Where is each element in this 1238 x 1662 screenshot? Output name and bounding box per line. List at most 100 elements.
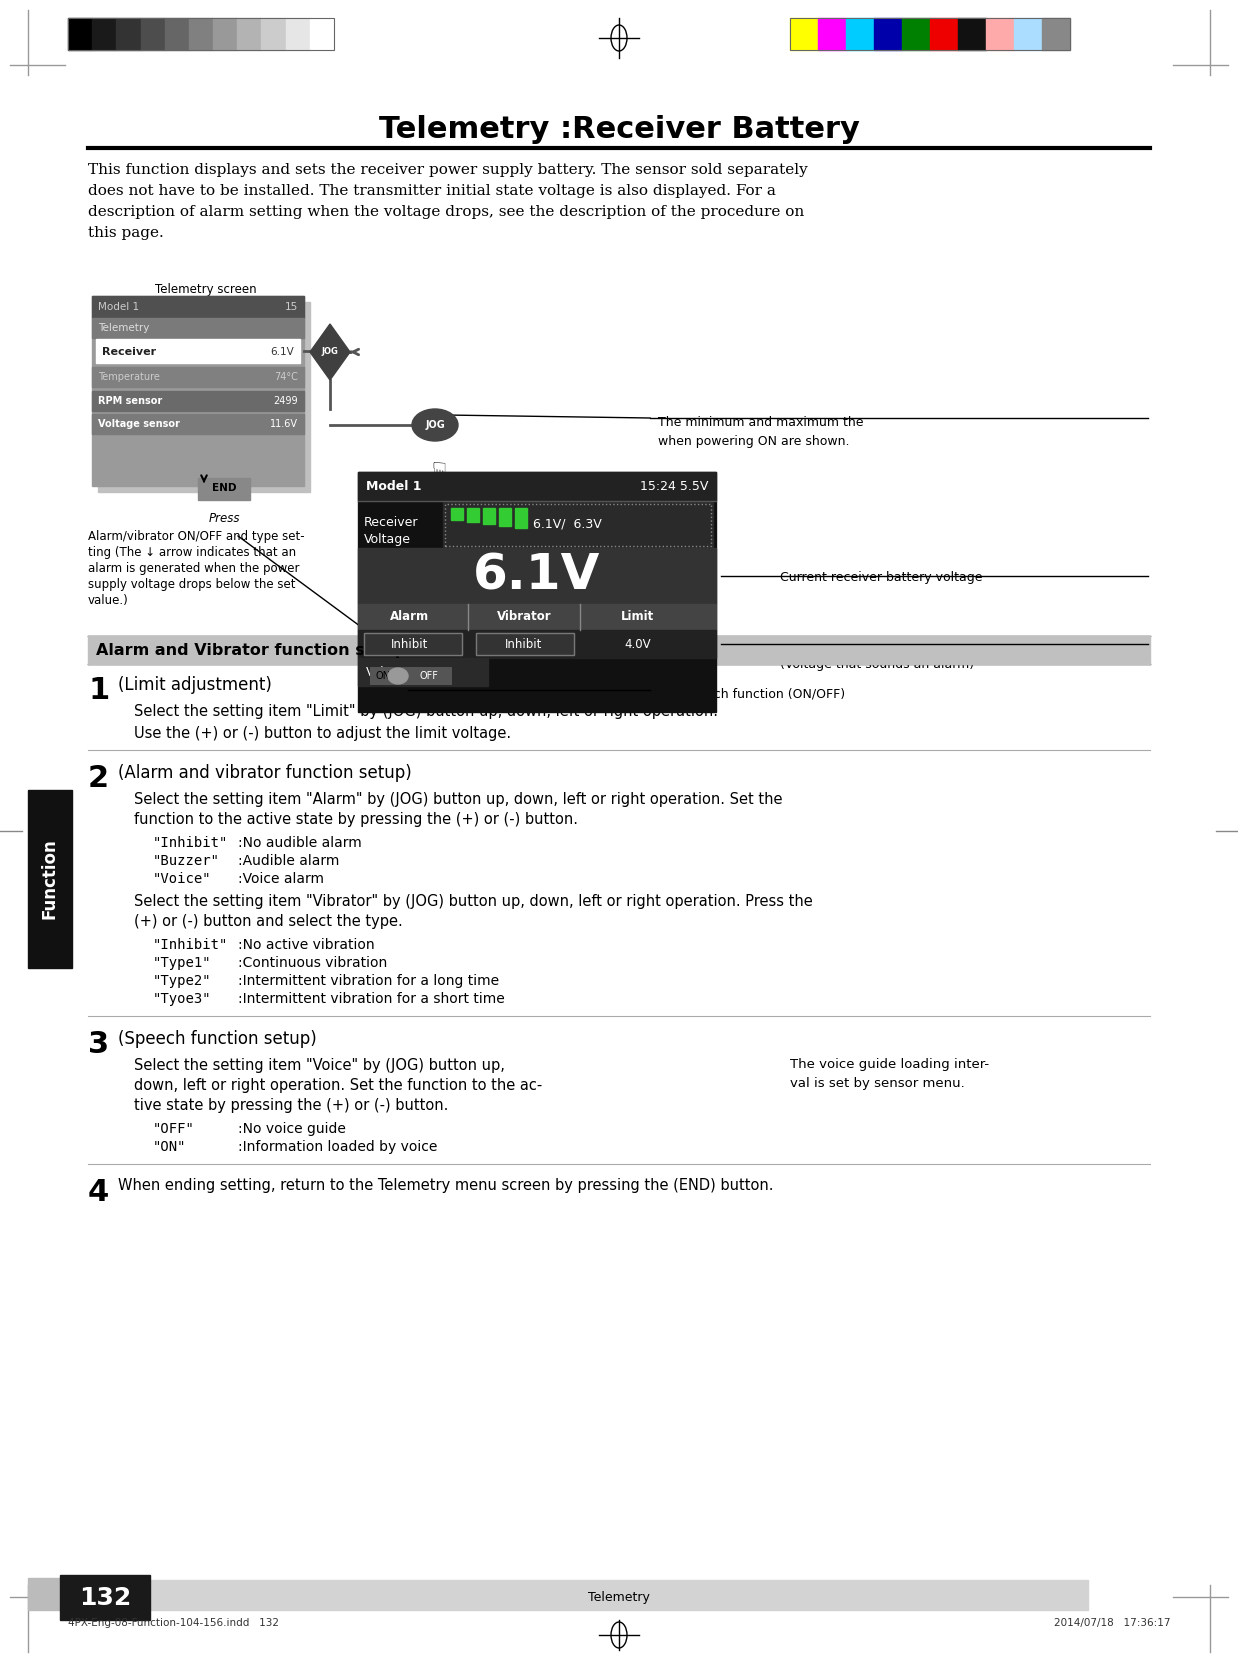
Bar (358, 472, 716, 711)
Text: Vibrator: Vibrator (496, 610, 551, 623)
Bar (1014, 18, 1042, 50)
Text: (Alarm and vibrator function setup): (Alarm and vibrator function setup) (118, 765, 412, 783)
Bar (261, 18, 286, 50)
Text: 4PX-Eng-08-Function-104-156.indd   132: 4PX-Eng-08-Function-104-156.indd 132 (68, 1619, 279, 1629)
Text: 2499: 2499 (274, 396, 298, 406)
Bar (467, 509, 479, 522)
Text: 3: 3 (88, 1030, 109, 1059)
Text: :Intermittent vibration for a long time: :Intermittent vibration for a long time (238, 974, 499, 987)
Text: ON: ON (375, 671, 390, 681)
Bar (958, 18, 985, 50)
Text: 6.1V: 6.1V (473, 552, 600, 600)
Text: JOG: JOG (322, 347, 338, 357)
Text: does not have to be installed. The transmitter initial state voltage is also dis: does not have to be installed. The trans… (88, 184, 776, 198)
Text: 4.0V: 4.0V (625, 638, 651, 650)
Text: :Audible alarm: :Audible alarm (238, 854, 339, 868)
Text: Select the setting item "Voice" by (JOG) button up,: Select the setting item "Voice" by (JOG)… (134, 1059, 505, 1074)
Bar (97, 339, 300, 362)
Bar (790, 18, 1070, 50)
Text: Alarm: Alarm (390, 610, 430, 623)
Text: Receiver: Receiver (102, 347, 156, 357)
Text: :Intermittent vibration for a short time: :Intermittent vibration for a short time (238, 992, 505, 1006)
Ellipse shape (412, 409, 458, 440)
Bar (286, 18, 310, 50)
Bar (444, 504, 711, 547)
Text: Press: Press (416, 505, 454, 519)
Bar (238, 18, 261, 50)
Text: JOG: JOG (425, 420, 444, 430)
Text: Voltage: Voltage (364, 534, 411, 547)
Text: 6.1V/  6.3V: 6.1V/ 6.3V (532, 517, 602, 530)
Text: "ON": "ON" (154, 1140, 187, 1153)
Text: 15: 15 (285, 302, 298, 312)
Text: :No audible alarm: :No audible alarm (238, 836, 361, 849)
Bar (92, 18, 116, 50)
Text: :Voice alarm: :Voice alarm (238, 873, 324, 886)
Text: 132: 132 (79, 1586, 131, 1610)
Text: value.): value.) (88, 593, 129, 607)
Bar (451, 509, 463, 520)
Text: :No voice guide: :No voice guide (238, 1122, 345, 1137)
Bar (92, 296, 305, 317)
Bar (189, 18, 213, 50)
Bar (92, 391, 305, 411)
Text: ☝: ☝ (430, 455, 444, 479)
Text: RPM sensor: RPM sensor (98, 396, 162, 406)
Text: description of alarm setting when the voltage drops, see the description of the : description of alarm setting when the vo… (88, 204, 805, 219)
Bar (846, 18, 874, 50)
Text: Use the (+) or (-) button to adjust the limit voltage.: Use the (+) or (-) button to adjust the … (134, 726, 511, 741)
Text: alarm is generated when the power: alarm is generated when the power (88, 562, 300, 575)
Text: 2014/07/18   17:36:17: 2014/07/18 17:36:17 (1054, 1619, 1170, 1629)
Text: 11.6V: 11.6V (270, 419, 298, 429)
Bar (475, 633, 574, 655)
Text: Function: Function (41, 839, 59, 919)
Text: "Tyoe3": "Tyoe3" (154, 992, 212, 1006)
Bar (818, 18, 846, 50)
Bar (88, 637, 1150, 665)
Text: Press: Press (208, 512, 240, 525)
Bar (310, 18, 334, 50)
Bar (68, 18, 92, 50)
Text: Select the setting item "Limit" by (JOG) button up, down, left or right operatio: Select the setting item "Limit" by (JOG)… (134, 705, 718, 720)
Text: END: END (212, 484, 236, 494)
Text: Sets the limiter voltage
(Voltage that sounds an alarm): Sets the limiter voltage (Voltage that s… (780, 638, 974, 671)
Text: :No active vibration: :No active vibration (238, 937, 375, 952)
Bar (59, 1576, 150, 1620)
Bar (358, 630, 716, 658)
Bar (198, 479, 250, 500)
Bar (930, 18, 958, 50)
Bar (364, 633, 462, 655)
Bar (98, 302, 310, 492)
Text: Current receiver battery voltage: Current receiver battery voltage (780, 572, 983, 583)
Text: 74°C: 74°C (274, 372, 298, 382)
Bar (358, 548, 716, 603)
Text: "Inhibit": "Inhibit" (154, 937, 228, 952)
Text: The voice guide loading inter-
val is set by sensor menu.: The voice guide loading inter- val is se… (790, 1059, 989, 1090)
Text: function to the active state by pressing the (+) or (-) button.: function to the active state by pressing… (134, 813, 578, 828)
Text: OFF: OFF (420, 671, 439, 681)
Text: 4: 4 (88, 1178, 109, 1207)
Text: Limit: Limit (621, 610, 655, 623)
Text: this page.: this page. (88, 226, 163, 239)
Bar (483, 509, 495, 524)
Bar (1042, 18, 1070, 50)
Text: "Buzzer": "Buzzer" (154, 854, 220, 868)
Text: :Information loaded by voice: :Information loaded by voice (238, 1140, 437, 1153)
Text: "Voice": "Voice" (154, 873, 212, 886)
Text: (Speech function setup): (Speech function setup) (118, 1030, 317, 1049)
Text: tive state by pressing the (+) or (-) button.: tive state by pressing the (+) or (-) bu… (134, 1099, 448, 1114)
Text: :Continuous vibration: :Continuous vibration (238, 956, 387, 971)
Text: The Speech function (ON/OFF): The Speech function (ON/OFF) (655, 688, 846, 701)
Bar (499, 509, 511, 525)
Text: This function displays and sets the receiver power supply battery. The sensor so: This function displays and sets the rece… (88, 163, 807, 176)
Text: Voltage sensor: Voltage sensor (98, 419, 180, 429)
Text: Temperature: Temperature (98, 372, 160, 382)
Text: 15:24 5.5V: 15:24 5.5V (640, 480, 708, 492)
Bar (92, 414, 305, 434)
Bar (68, 18, 334, 50)
Text: Telemetry: Telemetry (588, 1592, 650, 1604)
Bar (92, 367, 305, 387)
Bar (903, 18, 930, 50)
Bar (515, 509, 527, 529)
Bar (985, 18, 1014, 50)
